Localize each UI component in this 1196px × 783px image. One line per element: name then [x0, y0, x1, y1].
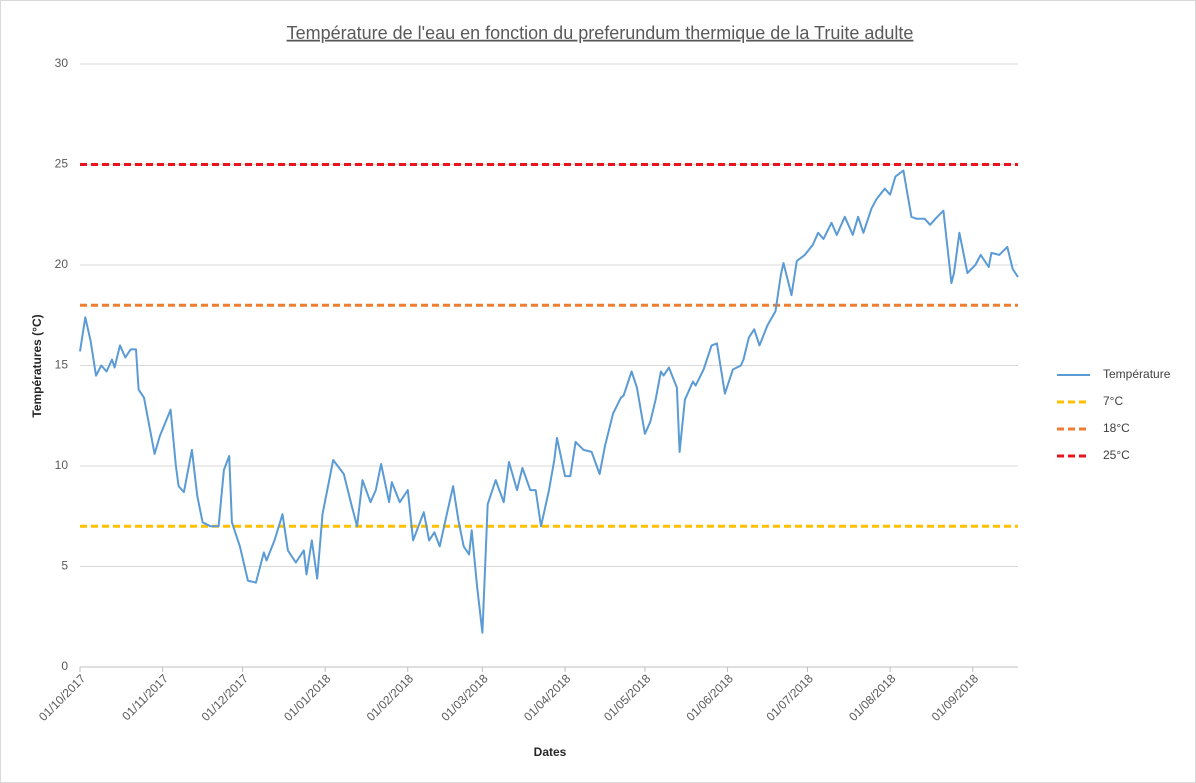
y-tick-label: 5	[61, 559, 68, 573]
y-tick-label: 30	[55, 56, 69, 70]
y-tick-label: 20	[55, 257, 69, 271]
legend-label: 18°C	[1103, 421, 1130, 435]
y-tick-label: 25	[55, 157, 69, 171]
legend-label: 25°C	[1103, 448, 1130, 462]
temperature-line	[79, 169, 1019, 634]
legend-label: 7°C	[1103, 394, 1123, 408]
y-tick-label: 10	[55, 458, 69, 472]
legend-label: Température	[1103, 367, 1171, 381]
y-tick-label: 0	[61, 659, 68, 673]
y-tick-label: 15	[55, 358, 69, 372]
x-axis-title: Dates	[534, 745, 567, 759]
chart-title: Température de l'eau en fonction du pref…	[287, 23, 914, 43]
y-axis-title: Températures (°C)	[30, 314, 44, 417]
